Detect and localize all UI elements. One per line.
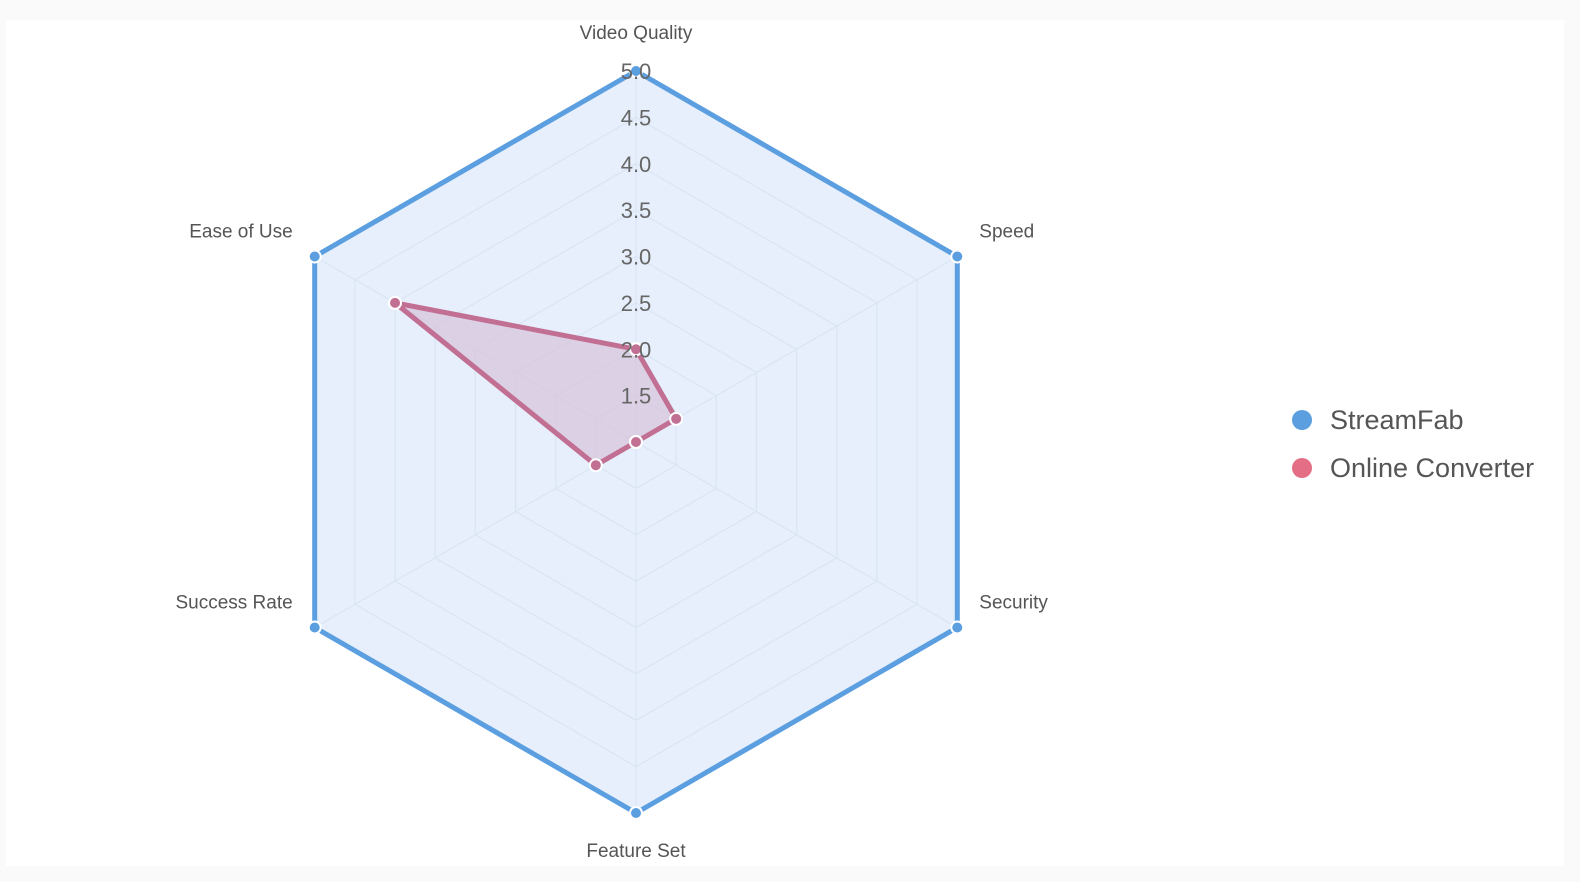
series-online-converter xyxy=(388,295,684,473)
data-point[interactable] xyxy=(950,249,965,264)
data-point[interactable] xyxy=(588,458,603,473)
legend-marker xyxy=(1292,410,1312,430)
series-area xyxy=(392,300,679,468)
data-point[interactable] xyxy=(629,806,643,820)
tick-label: 4.0 xyxy=(621,152,652,177)
tick-label: 5.0 xyxy=(621,59,652,84)
legend-label: StreamFab xyxy=(1330,405,1464,435)
tick-label: 3.0 xyxy=(621,245,652,270)
tick-label: 1.5 xyxy=(621,384,652,409)
legend-item-streamfab[interactable]: StreamFab xyxy=(1292,405,1464,435)
legend-marker xyxy=(1292,458,1312,478)
axis-label-feature-set: Feature Set xyxy=(586,841,686,862)
data-point[interactable] xyxy=(629,435,643,449)
axis-label-ease-of-use: Ease of Use xyxy=(189,222,293,243)
axis-label-success-rate: Success Rate xyxy=(175,593,292,614)
data-point[interactable] xyxy=(629,342,643,357)
axis-label-speed: Speed xyxy=(979,222,1034,243)
legend: StreamFab Online Converter xyxy=(1292,405,1534,483)
chart-card: 1.5 2.0 2.5 3.0 3.5 4.0 4.5 5.0 Video Quality Sp… xyxy=(6,20,1564,866)
data-point[interactable] xyxy=(388,295,403,310)
data-point[interactable] xyxy=(950,620,965,635)
tick-label: 2.5 xyxy=(621,291,652,316)
tick-label: 3.5 xyxy=(621,198,652,223)
radar-chart: 1.5 2.0 2.5 3.0 3.5 4.0 4.5 5.0 Video Quality Sp… xyxy=(175,23,1534,862)
data-point[interactable] xyxy=(669,411,684,426)
data-point[interactable] xyxy=(629,64,643,78)
legend-item-online-converter[interactable]: Online Converter xyxy=(1292,453,1534,483)
data-point[interactable] xyxy=(307,620,322,635)
tick-label: 4.5 xyxy=(621,105,652,130)
axis-label-security: Security xyxy=(979,593,1048,614)
legend-label: Online Converter xyxy=(1330,453,1534,483)
radial-tick-labels: 1.5 2.0 2.5 3.0 3.5 4.0 4.5 5.0 xyxy=(621,59,652,409)
tick-label: 2.0 xyxy=(621,337,652,362)
axis-labels: Video Quality Speed Security Feature Set Suc… xyxy=(175,23,1048,862)
axis-label-video-quality: Video Quality xyxy=(580,23,693,44)
data-point[interactable] xyxy=(307,249,322,264)
radar-series xyxy=(307,64,965,820)
